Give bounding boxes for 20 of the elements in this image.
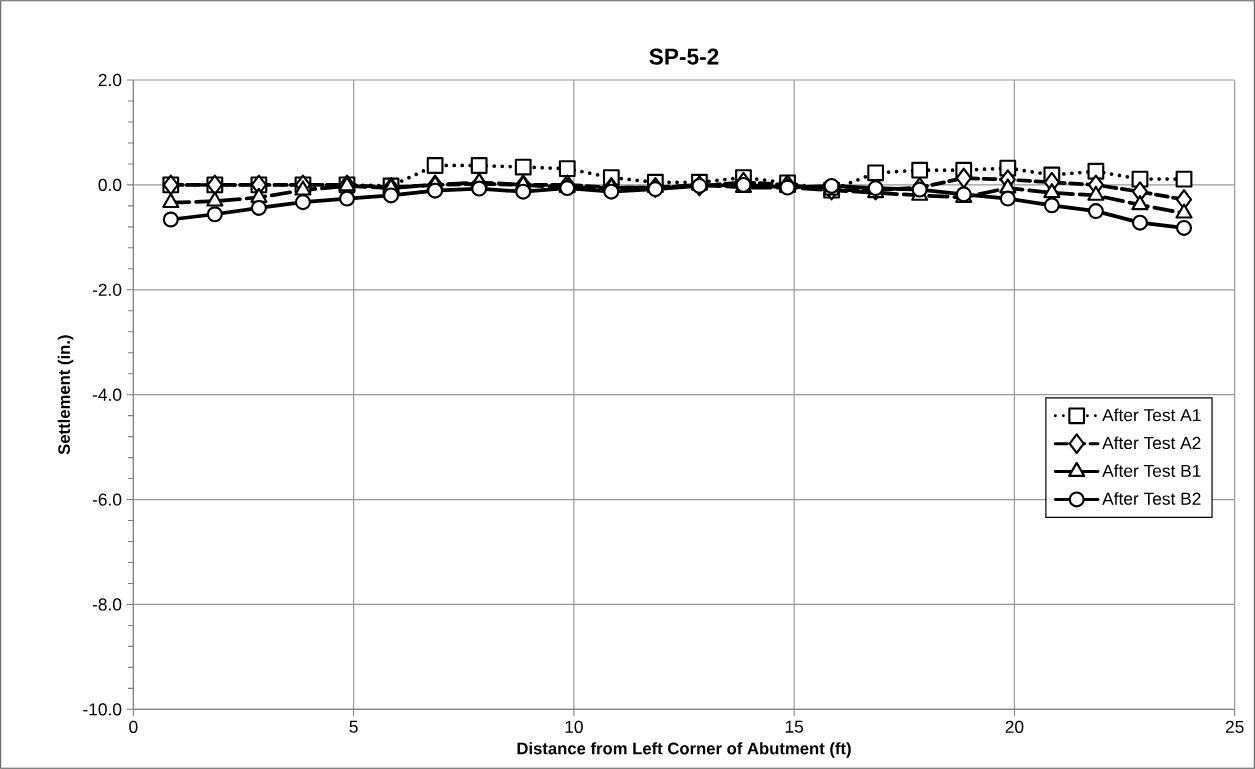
x-tick-label: 0 xyxy=(129,720,138,733)
x-tick-label: 10 xyxy=(565,720,583,733)
legend-label: After Test B1 xyxy=(1102,464,1201,477)
y-tick-label: -8.0 xyxy=(92,598,122,611)
y-tick-label: 2.0 xyxy=(98,73,122,87)
legend-label: After Test B2 xyxy=(1102,492,1201,505)
y-tick-label: -6.0 xyxy=(92,493,122,506)
legend-label: After Test A2 xyxy=(1102,436,1201,450)
y-tick-label: 0.0 xyxy=(98,178,122,192)
x-tick-label: 20 xyxy=(1005,720,1024,733)
x-tick-label: 25 xyxy=(1225,720,1244,733)
chart-title: SP-5-2 xyxy=(649,48,719,65)
y-axis-title: Settlement (in.) xyxy=(57,335,74,455)
y-tick-label: -4.0 xyxy=(92,388,122,401)
x-tick-label: 15 xyxy=(785,720,804,733)
x-axis-title: Distance from Left Corner of Abutment (ft) xyxy=(517,742,851,758)
y-tick-label: -2.0 xyxy=(92,283,122,296)
y-tick-label: -10.0 xyxy=(83,703,122,716)
legend-label: After Test A1 xyxy=(1102,408,1201,422)
x-tick-label: 5 xyxy=(349,720,358,733)
